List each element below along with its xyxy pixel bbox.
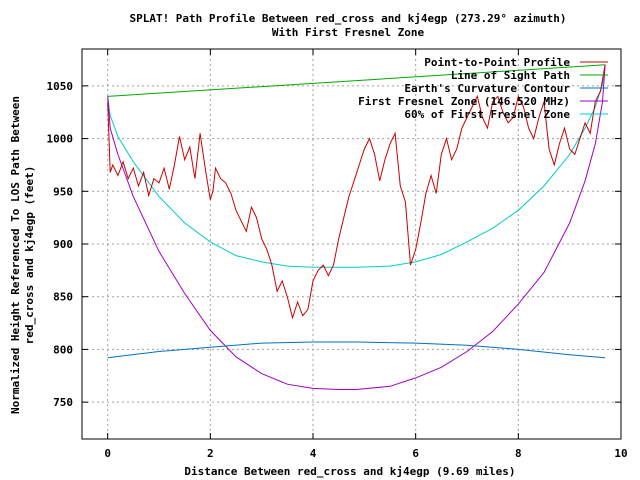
x-tick-label: 8 [515, 447, 522, 460]
x-tick-label: 6 [412, 447, 419, 460]
ticks: 0 2 4 6 8 10 750 800 850 900 950 1000 1050 [47, 49, 628, 460]
x-tick-label: 0 [104, 447, 111, 460]
plot-frame [81, 48, 622, 440]
legend-label: Point-to-Point Profile [424, 56, 570, 69]
chart-subtitle: With First Fresnel Zone [272, 26, 425, 39]
legend-label: Line of Sight Path [451, 69, 570, 82]
y-tick-label: 750 [53, 396, 73, 409]
legend-label: Earth's Curvature Contour [404, 82, 570, 95]
series-line [107, 64, 606, 268]
y-tick-label: 1000 [47, 133, 74, 146]
x-tick-label: 4 [310, 447, 317, 460]
series-line [107, 64, 606, 390]
chart-title: SPLAT! Path Profile Between red_cross an… [129, 12, 566, 25]
x-tick-label: 2 [207, 447, 214, 460]
y-tick-label: 950 [53, 185, 73, 198]
series-line [107, 64, 606, 320]
y-tick-label: 1050 [47, 80, 74, 93]
y-tick-label: 850 [53, 291, 73, 304]
y-tick-label: 900 [53, 238, 73, 251]
legend-label: First Fresnel Zone (146.520 MHz) [358, 95, 570, 108]
series-lines [107, 64, 606, 390]
series-line [107, 341, 606, 359]
x-axis-label: Distance Between red_cross and kj4egp (9… [184, 465, 515, 478]
y-axis-label-line2: red_cross and kj4egp (feet) [23, 166, 36, 345]
legend-label: 60% of First Fresnel Zone [404, 108, 570, 121]
x-tick-label: 10 [614, 447, 627, 460]
y-axis-label-line1: Normalized Height Referenced To LOS Path… [9, 96, 22, 414]
y-tick-label: 800 [53, 343, 73, 356]
series-line [107, 64, 606, 97]
